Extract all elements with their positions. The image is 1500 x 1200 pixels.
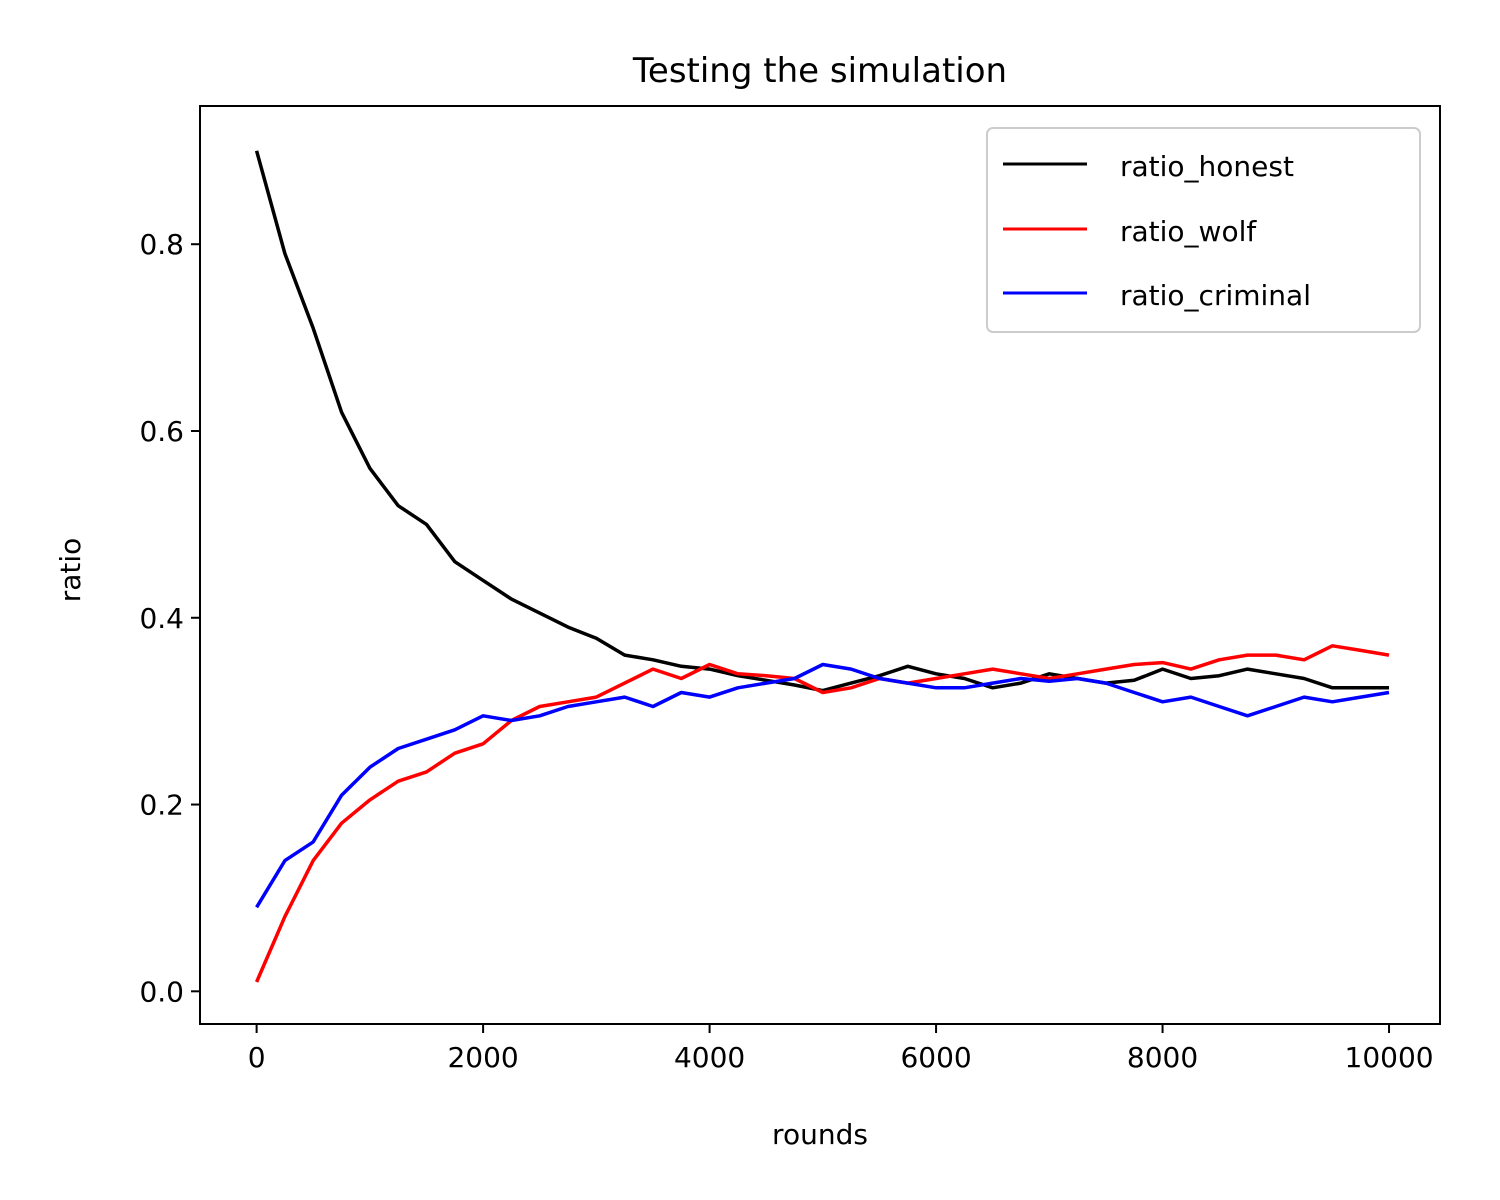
- x-tick-label: 6000: [900, 1041, 971, 1074]
- x-tick-label: 10000: [1345, 1041, 1434, 1074]
- legend-label-ratio-wolf: ratio_wolf: [1120, 215, 1257, 248]
- legend-label-ratio-honest: ratio_honest: [1120, 150, 1294, 183]
- x-tick-label: 0: [248, 1041, 266, 1074]
- y-axis-label: ratio: [54, 538, 87, 603]
- y-tick-label: 0.0: [139, 975, 184, 1008]
- x-tick-label: 2000: [447, 1041, 518, 1074]
- x-tick-label: 8000: [1127, 1041, 1198, 1074]
- x-tick-label: 4000: [674, 1041, 745, 1074]
- series-line-ratio-criminal: [255, 662, 1390, 909]
- y-tick-label: 0.2: [139, 789, 184, 822]
- plot-area-frame: [199, 105, 1441, 1025]
- legend-label-ratio-criminal: ratio_criminal: [1120, 279, 1311, 312]
- series-lines: [254, 150, 1390, 983]
- legend: ratio_honest ratio_wolf ratio_criminal: [986, 127, 1421, 333]
- series-line-ratio-wolf: [254, 644, 1390, 983]
- y-tick-label: 0.8: [139, 228, 184, 261]
- chart-title: Testing the simulation: [632, 51, 1007, 91]
- y-tick-label: 0.4: [139, 602, 184, 635]
- legend-frame: [986, 127, 1421, 333]
- x-axis-label: rounds: [772, 1118, 868, 1151]
- y-tick-label: 0.6: [139, 415, 184, 448]
- y-axis-ticks: 0.0 0.2 0.4 0.6 0.8: [139, 228, 200, 1008]
- x-axis-ticks: 0 2000 4000 6000 8000 10000: [248, 1024, 1434, 1074]
